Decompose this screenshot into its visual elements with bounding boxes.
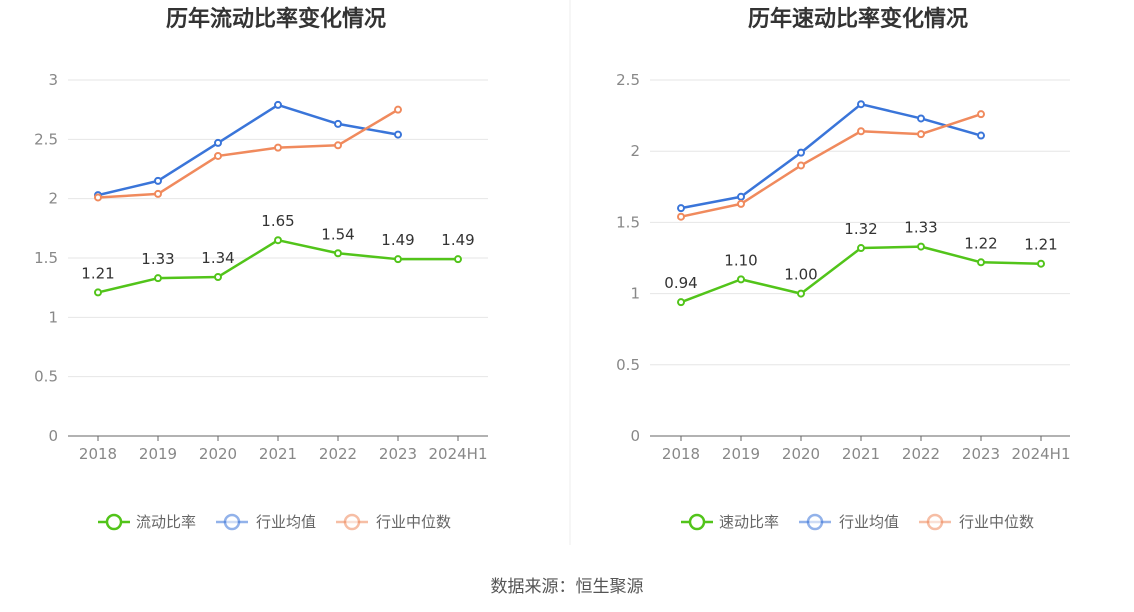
data-point <box>394 255 402 264</box>
x-tick-label: 2018 <box>79 445 117 463</box>
data-point <box>677 298 685 307</box>
y-tick-label: 0 <box>630 427 640 445</box>
data-label: 1.10 <box>724 251 757 269</box>
data-source-text: 数据来源：恒生聚源 <box>491 577 644 597</box>
x-tick-label: 2023 <box>379 445 417 463</box>
y-tick-label: 2 <box>630 142 640 160</box>
y-tick-label: 1 <box>630 285 640 303</box>
x-tick-label: 2022 <box>319 445 357 463</box>
data-point <box>94 288 102 297</box>
chart-title: 历年流动比率变化情况 <box>166 6 386 32</box>
data-point <box>737 199 745 208</box>
x-tick-label: 2019 <box>139 445 177 463</box>
data-point <box>274 100 282 109</box>
y-tick-label: 1 <box>48 308 58 326</box>
data-point <box>677 212 685 221</box>
data-label: 1.22 <box>964 234 997 252</box>
y-tick-label: 2 <box>48 190 58 208</box>
x-tick-label: 2023 <box>962 445 1000 463</box>
data-point <box>334 249 342 258</box>
x-tick-label: 2022 <box>902 445 940 463</box>
data-label: 1.33 <box>904 219 937 237</box>
data-label: 1.21 <box>1024 236 1057 254</box>
data-label: 1.00 <box>784 266 817 284</box>
legend-marker <box>223 513 241 531</box>
series-line <box>680 112 982 218</box>
series-line <box>97 108 399 199</box>
y-tick-label: 3 <box>48 71 58 89</box>
data-label: 1.21 <box>81 264 114 282</box>
y-tick-label: 0 <box>48 427 58 445</box>
y-tick-label: 0.5 <box>34 368 58 386</box>
data-point <box>154 274 162 283</box>
legend-marker <box>343 513 361 531</box>
data-point <box>917 130 925 139</box>
data-point <box>677 204 685 213</box>
data-label: 1.65 <box>261 212 294 230</box>
series-line <box>97 103 399 197</box>
y-tick-label: 1.5 <box>616 213 640 231</box>
data-point <box>797 289 805 298</box>
data-point <box>154 176 162 185</box>
legend-marker <box>688 513 706 531</box>
legend-label: 流动比率 <box>136 513 196 531</box>
data-point <box>857 244 865 253</box>
data-point <box>274 236 282 245</box>
data-point <box>737 275 745 284</box>
data-label: 0.94 <box>664 274 697 292</box>
legend-label: 行业均值 <box>256 513 316 531</box>
data-point <box>977 258 985 267</box>
data-point <box>857 100 865 109</box>
legend-label: 行业中位数 <box>376 513 451 531</box>
data-point <box>394 105 402 114</box>
data-point <box>214 151 222 160</box>
data-point <box>917 242 925 251</box>
x-tick-label: 2019 <box>722 445 760 463</box>
data-point <box>214 272 222 281</box>
data-point <box>797 148 805 157</box>
data-label: 1.54 <box>321 225 354 243</box>
chart-title: 历年速动比率变化情况 <box>748 6 968 32</box>
data-point <box>94 193 102 202</box>
x-tick-label: 2021 <box>842 445 880 463</box>
legend-marker <box>105 513 123 531</box>
x-tick-label: 2020 <box>782 445 820 463</box>
data-point <box>454 255 462 264</box>
series-line <box>680 102 982 210</box>
y-tick-label: 2.5 <box>616 71 640 89</box>
data-point <box>737 192 745 201</box>
legend-marker <box>926 513 944 531</box>
legend-marker <box>806 513 824 531</box>
y-tick-label: 2.5 <box>34 130 58 148</box>
legend-label: 行业中位数 <box>959 513 1034 531</box>
data-point <box>1037 259 1045 268</box>
data-point <box>917 114 925 123</box>
data-label: 1.32 <box>844 220 877 238</box>
data-point <box>334 141 342 150</box>
data-label: 1.33 <box>141 250 174 268</box>
data-label: 1.34 <box>201 249 234 267</box>
x-tick-label: 2024H1 <box>1012 445 1071 463</box>
data-label: 1.49 <box>441 231 474 249</box>
data-point <box>394 130 402 139</box>
x-tick-label: 2021 <box>259 445 297 463</box>
data-point <box>977 131 985 140</box>
x-tick-label: 2018 <box>662 445 700 463</box>
data-point <box>274 143 282 152</box>
y-tick-label: 1.5 <box>34 249 58 267</box>
data-point <box>214 138 222 147</box>
data-point <box>857 127 865 136</box>
data-point <box>797 161 805 170</box>
legend-label: 行业均值 <box>839 513 899 531</box>
data-point <box>977 110 985 119</box>
y-tick-label: 0.5 <box>616 356 640 374</box>
data-label: 1.49 <box>381 231 414 249</box>
legend-label: 速动比率 <box>719 513 779 531</box>
data-point <box>334 119 342 128</box>
x-tick-label: 2020 <box>199 445 237 463</box>
data-point <box>154 189 162 198</box>
x-tick-label: 2024H1 <box>429 445 488 463</box>
